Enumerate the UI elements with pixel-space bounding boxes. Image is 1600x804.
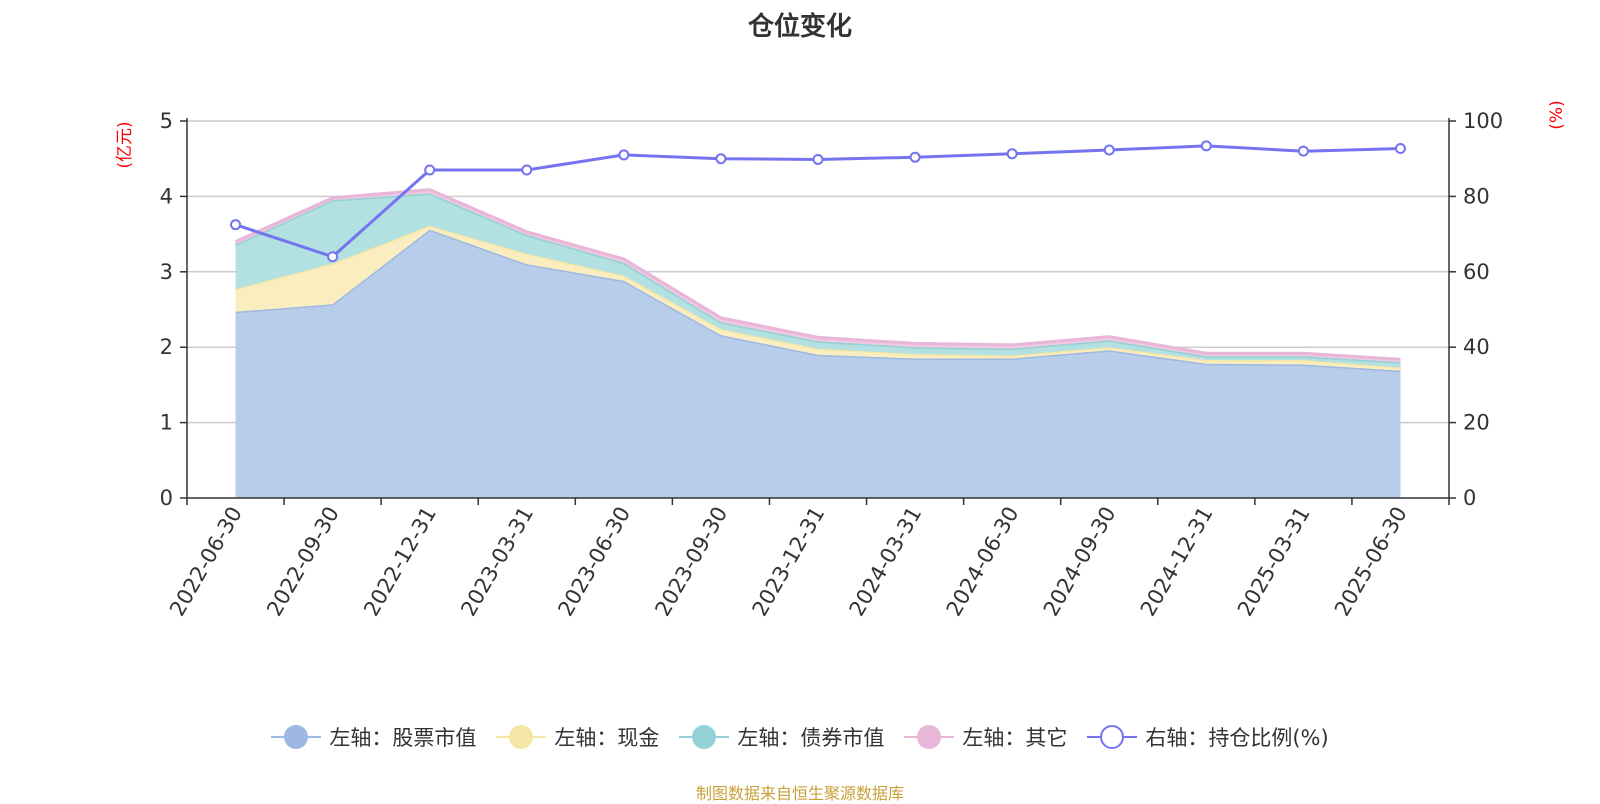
right-axis-unit-label: (%): [1547, 100, 1567, 129]
x-axis-tick-label: 2022-12-31: [359, 503, 441, 621]
legend-label: 左轴：债券市值: [737, 726, 885, 750]
legend-label: 左轴：股票市值: [329, 726, 477, 750]
x-axis-tick-label: 2023-06-30: [553, 503, 635, 621]
stacked-areas: [234, 188, 1401, 498]
area-左轴：股票市值: [235, 229, 1401, 498]
x-axis-tick-label: 2024-09-30: [1039, 503, 1121, 621]
x-axis-tick-label: 2023-12-31: [748, 503, 830, 621]
ratio-point: [1103, 144, 1115, 156]
left-axis-tick-label: 4: [160, 184, 173, 208]
ratio-point: [521, 164, 533, 176]
legend-item[interactable]: 左轴：其它: [904, 722, 1067, 752]
right-axis-tick-label: 0: [1463, 486, 1476, 510]
legend-item[interactable]: 左轴：债券市值: [679, 722, 884, 752]
ratio-point: [1006, 148, 1018, 160]
right-axis-tick-label: 100: [1463, 109, 1503, 133]
x-axis-tick-label: 2022-09-30: [262, 503, 344, 621]
legend-label: 左轴：其它: [962, 726, 1068, 750]
ratio-point: [909, 151, 921, 163]
ratio-point: [424, 164, 436, 176]
left-axis-tick-label: 3: [160, 260, 173, 284]
ratio-point: [618, 149, 630, 161]
legend-label: 左轴：现金: [554, 726, 660, 750]
legend-marker-icon: [271, 724, 322, 750]
left-axis-tick-label: 5: [160, 109, 173, 133]
data-source-note: 制图数据来自恒生聚源数据库: [695, 784, 904, 803]
right-axis-tick-label: 80: [1463, 184, 1490, 208]
chart-title: 仓位变化: [747, 12, 852, 42]
left-axis-tick-label: 2: [160, 335, 173, 359]
ratio-line: [230, 140, 1406, 263]
ratio-point: [230, 219, 242, 231]
ratio-point: [715, 153, 727, 165]
left-axis-tick-label: 1: [160, 411, 173, 435]
legend-marker-icon: [904, 724, 955, 750]
ratio-point: [1394, 143, 1406, 155]
x-axis-tick-label: 2022-06-30: [165, 503, 247, 621]
x-axis-tick-label: 2023-09-30: [650, 503, 732, 621]
x-axis-tick-label: 2024-12-31: [1136, 503, 1218, 621]
legend: 左轴：股票市值 左轴：现金 左轴：债券市值 左轴：其它 右轴：持仓比例(%): [0, 722, 1600, 752]
legend-marker-icon: [1087, 724, 1138, 750]
area-edge-左轴：其它: [234, 188, 1401, 361]
legend-item[interactable]: 右轴：持仓比例(%): [1087, 722, 1329, 752]
area-左轴：债券市值: [235, 193, 1401, 368]
ratio-point: [327, 251, 339, 263]
legend-item[interactable]: 左轴：现金: [496, 722, 659, 752]
ratio-point: [812, 153, 824, 165]
area-左轴：现金: [235, 225, 1401, 371]
x-axis-tick-label: 2024-06-30: [942, 502, 1024, 620]
x-axis-tick-label: 2025-03-31: [1233, 503, 1315, 621]
left-axis-tick-label: 0: [160, 486, 173, 510]
legend-item[interactable]: 左轴：股票市值: [271, 722, 476, 752]
ratio-point: [1200, 140, 1212, 152]
right-axis-tick-label: 60: [1463, 260, 1490, 284]
ratio-point: [1297, 145, 1309, 157]
right-axis-tick-label: 40: [1463, 335, 1490, 359]
x-axis-tick-label: 2025-06-30: [1330, 503, 1412, 621]
legend-label: 右轴：持仓比例(%): [1145, 726, 1329, 750]
legend-marker-icon: [496, 724, 547, 750]
right-axis-tick-label: 20: [1463, 411, 1490, 435]
x-axis-tick-label: 2024-03-31: [845, 503, 927, 621]
legend-marker-icon: [679, 724, 730, 750]
x-axis-tick-label: 2023-03-31: [456, 503, 538, 621]
left-axis-unit-label: (亿元): [115, 121, 135, 168]
